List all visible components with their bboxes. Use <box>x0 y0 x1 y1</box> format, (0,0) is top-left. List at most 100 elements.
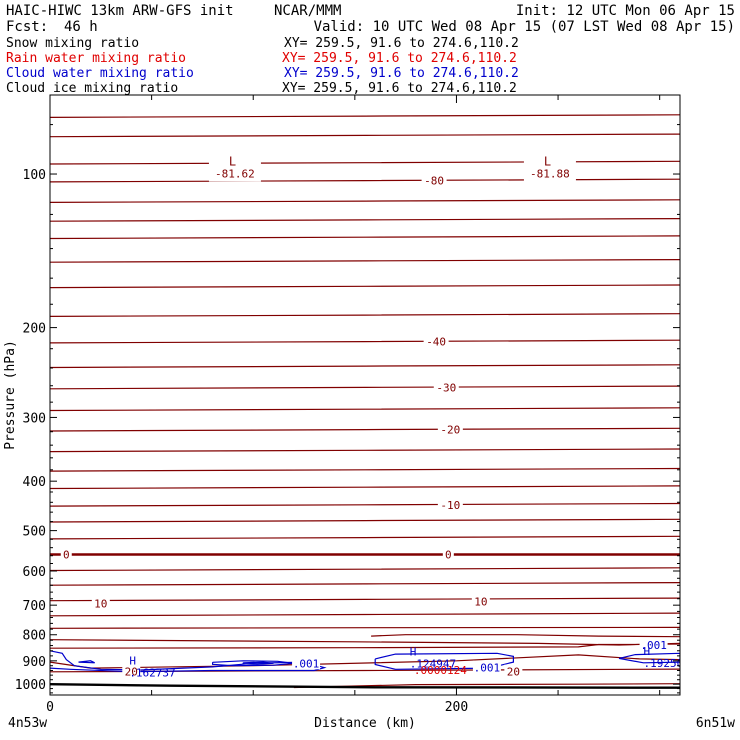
y-tick-label: 500 <box>23 525 46 540</box>
isotherm-line <box>50 218 680 222</box>
valid-time: Valid: 10 UTC Wed 08 Apr 15 (07 LST Wed … <box>314 19 735 35</box>
isotherm-label: 10 <box>474 595 487 608</box>
x-axis-label: Distance (km) <box>314 716 416 731</box>
isotherm-line <box>371 634 680 638</box>
isotherm-label-bg <box>60 547 72 561</box>
isotherm-label-bg <box>433 380 459 394</box>
low-value: -81.62 <box>215 168 255 181</box>
isotherm-label: 0 <box>445 549 452 562</box>
high-marker: H <box>129 654 136 667</box>
isotherm-label: -80 <box>424 175 444 188</box>
high-marker: H <box>410 646 417 659</box>
isotherm-line <box>50 612 680 617</box>
isotherm-line <box>50 581 680 586</box>
cloud-contour-label: .001 <box>474 662 501 675</box>
isotherm-line <box>50 626 680 629</box>
isotherm-line <box>50 364 680 369</box>
isotherm-line <box>50 567 680 572</box>
y-tick-label: 800 <box>23 629 46 644</box>
cloud-contour-label: .001 <box>293 657 320 670</box>
isotherm-label: 0 <box>63 549 70 562</box>
isotherm-label: -40 <box>426 336 446 349</box>
isotherm-line <box>50 448 680 453</box>
cloud-water-contour <box>242 661 274 665</box>
cloud-water-contour <box>212 660 294 667</box>
y-tick-label: 900 <box>23 655 46 670</box>
isotherm-line <box>50 199 680 203</box>
legend-field-xy: XY= 259.5, 91.6 to 274.6,110.2 <box>282 51 517 66</box>
y-tick-label: 1000 <box>15 678 46 693</box>
legend-field-name: Snow mixing ratio <box>6 36 139 51</box>
isotherm-line <box>50 259 680 263</box>
legend-field-name: Cloud water mixing ratio <box>6 66 194 81</box>
isotherm-line <box>50 160 680 165</box>
isotherm-line <box>50 284 680 289</box>
isotherm-line <box>50 178 680 183</box>
legend-field-xy: XY= 259.5, 91.6 to 274.6,110.2 <box>284 66 519 81</box>
isotherm-line <box>50 597 680 602</box>
organization-label: NCAR/MMM <box>274 3 341 19</box>
forecast-hours: 46 h <box>64 19 98 35</box>
y-tick-label: 700 <box>23 599 46 614</box>
y-tick-label: 600 <box>23 565 46 580</box>
y-tick-label: 200 <box>23 322 46 337</box>
isotherm-line <box>50 485 680 490</box>
isotherm-line <box>50 639 680 646</box>
cloud-water-contour <box>78 660 95 664</box>
isotherm-label: -20 <box>440 424 460 437</box>
y-tick-label: 300 <box>23 411 46 426</box>
surface-pressure-line <box>50 683 680 689</box>
cross-section-start-label: 4n53w <box>8 716 47 731</box>
high-marker: H <box>643 645 650 658</box>
high-value: .192503 <box>643 657 689 670</box>
low-marker: L <box>544 155 551 169</box>
low-marker: L <box>229 155 236 169</box>
isotherm-line <box>50 339 680 344</box>
y-axis-label: Pressure (hPa) <box>3 340 18 450</box>
legend-field-xy: XY= 259.5, 91.6 to 274.6,110.2 <box>282 81 517 96</box>
isotherm-line <box>50 407 680 412</box>
isotherm-label: 10 <box>94 598 107 611</box>
isotherm-line <box>50 502 680 507</box>
low-value: -81.88 <box>530 168 570 181</box>
isotherm-line <box>50 535 680 540</box>
legend-field-name: Cloud ice mixing ratio <box>6 81 178 96</box>
cloud-water-contour <box>374 652 515 670</box>
isotherm-label-bg <box>437 497 463 511</box>
isotherm-line <box>50 643 680 649</box>
high-value: .162737 <box>129 666 175 679</box>
forecast-label: Fcst: <box>6 19 48 35</box>
isotherm-line <box>50 467 680 472</box>
isotherm-label-bg <box>437 422 463 436</box>
isotherm-label-bg <box>91 596 110 610</box>
cloud-water-contour <box>618 652 680 664</box>
cross-section-end-label: 6n51w <box>696 716 735 731</box>
model-title: HAIC-HIWC 13km ARW-GFS init <box>6 3 234 19</box>
isotherm-label-bg <box>504 664 523 678</box>
y-tick-label: 400 <box>23 475 46 490</box>
extremum-bg <box>208 151 261 182</box>
y-tick-label: 100 <box>23 168 46 183</box>
legend-field-name: Rain water mixing ratio <box>6 51 186 66</box>
isotherm-label: -10 <box>440 499 460 512</box>
x-tick-label: 200 <box>445 700 468 715</box>
isotherm-line <box>50 235 680 240</box>
isotherm-label-bg <box>421 173 447 187</box>
isotherm-line <box>50 313 680 317</box>
x-tick-label: 0 <box>46 700 54 715</box>
field-legend: Snow mixing ratio XY= 259.5, 91.6 to 274.… <box>6 36 519 96</box>
isotherm-label: -30 <box>436 381 456 394</box>
cloud-label-bg <box>639 638 668 652</box>
isotherm-label: 20 <box>125 666 138 679</box>
high-value: .124947 <box>410 658 456 671</box>
init-time: Init: 12 UTC Mon 06 Apr 15 <box>516 3 735 19</box>
extremum-bg <box>523 151 576 182</box>
cloud-label-bg <box>472 660 501 674</box>
isotherm-line <box>50 133 680 138</box>
isotherm-label: 20 <box>507 666 520 679</box>
plot-frame <box>49 94 681 696</box>
